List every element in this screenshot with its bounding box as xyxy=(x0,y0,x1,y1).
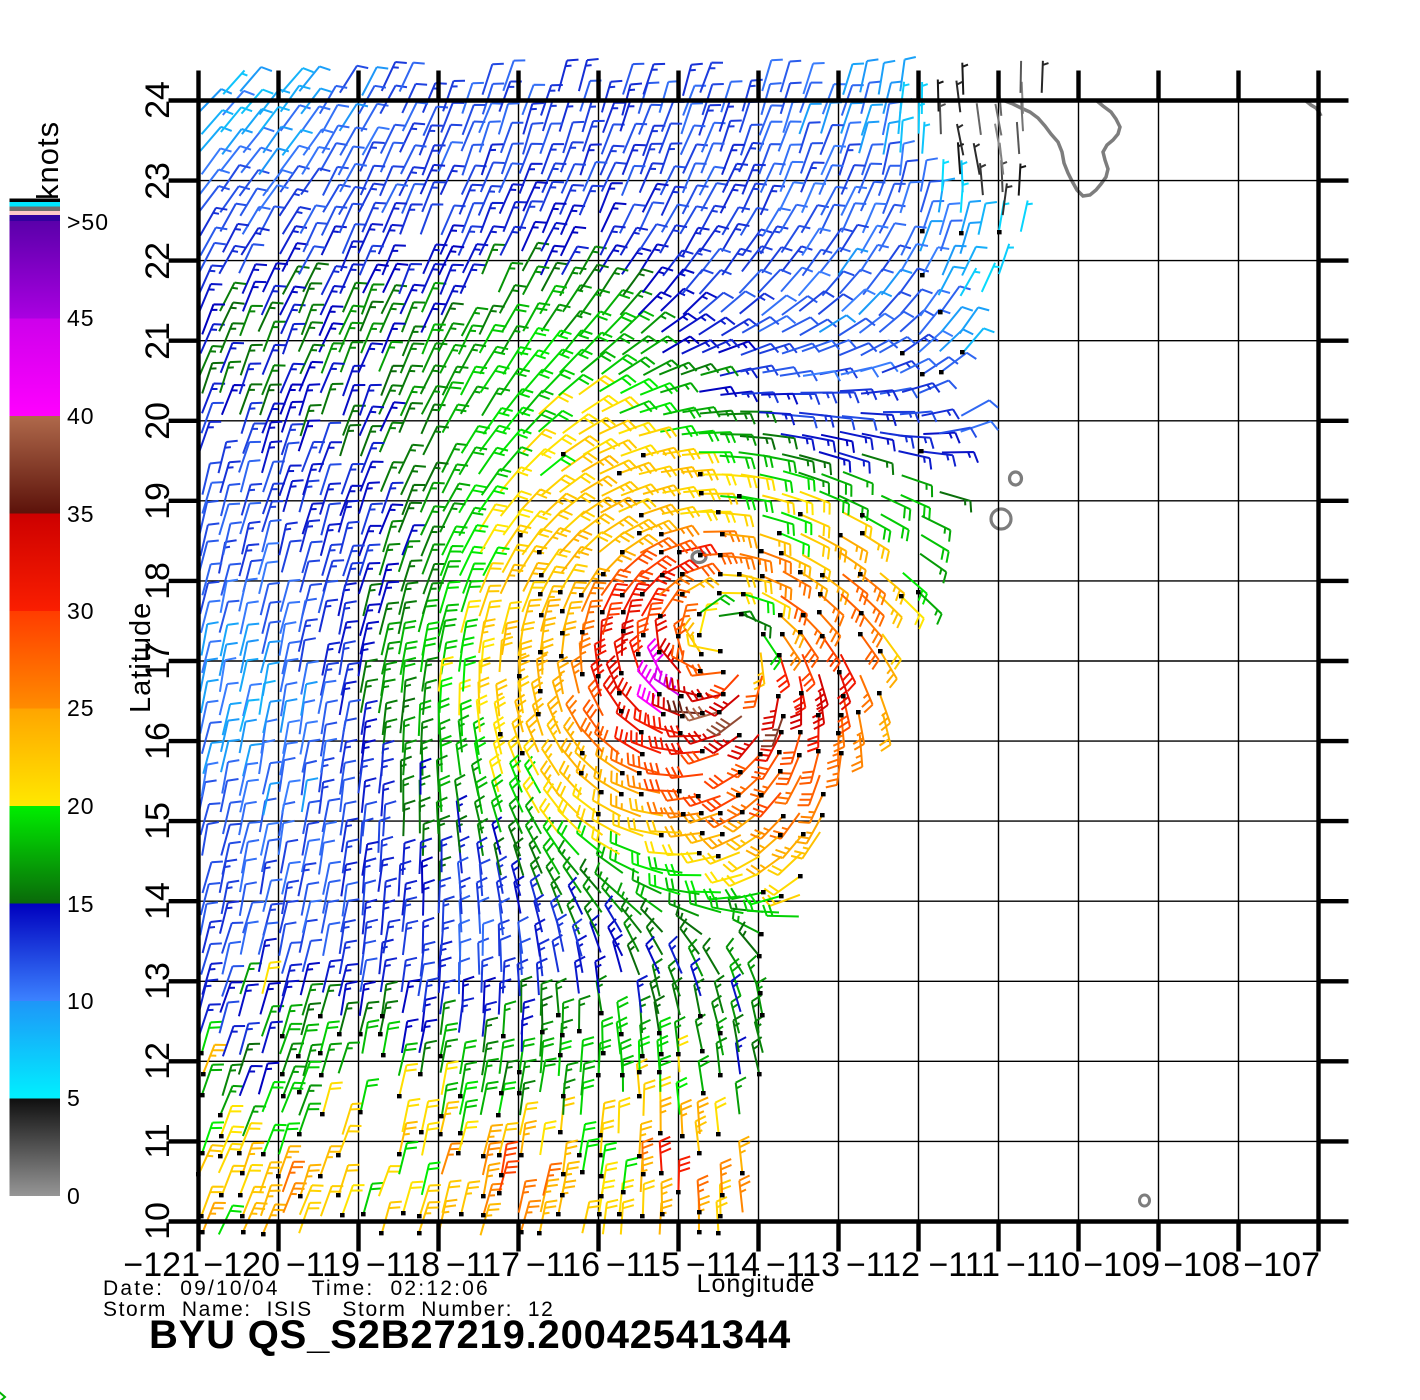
svg-text:20: 20 xyxy=(139,402,177,440)
svg-text:−120: −120 xyxy=(203,1246,280,1284)
svg-text:−114: −114 xyxy=(686,1246,760,1284)
svg-text:−118: −118 xyxy=(366,1246,440,1284)
svg-text:−116: −116 xyxy=(526,1246,600,1284)
svg-text:−111: −111 xyxy=(928,1246,1000,1284)
svg-text:0: 0 xyxy=(67,1183,81,1209)
svg-text:BYU QS_S2B27219.20042541344: BYU QS_S2B27219.20042541344 xyxy=(149,1313,791,1357)
svg-text:−113: −113 xyxy=(766,1246,840,1284)
svg-text:Longitude: Longitude xyxy=(697,1270,816,1298)
svg-text:12: 12 xyxy=(139,1042,177,1080)
svg-text:45: 45 xyxy=(67,305,95,331)
svg-text:15: 15 xyxy=(67,891,95,917)
svg-text:30: 30 xyxy=(67,598,95,624)
svg-text:23: 23 xyxy=(139,162,177,200)
svg-text:13: 13 xyxy=(139,962,177,1000)
svg-text:10: 10 xyxy=(139,1202,177,1240)
svg-text:24: 24 xyxy=(139,81,177,119)
svg-text:16: 16 xyxy=(139,722,177,760)
svg-text:35: 35 xyxy=(67,501,95,527)
svg-text:−107: −107 xyxy=(1243,1246,1320,1284)
svg-text:−117: −117 xyxy=(446,1246,520,1284)
svg-text:11: 11 xyxy=(139,1123,177,1158)
svg-text:22: 22 xyxy=(139,242,177,280)
svg-text:19: 19 xyxy=(139,482,177,520)
svg-text:−119: −119 xyxy=(286,1246,360,1284)
svg-text:Storm Name: ISIS Storm N: Storm Name: ISIS Storm Number: 12 xyxy=(103,1298,554,1321)
svg-text:−115: −115 xyxy=(606,1246,680,1284)
svg-text:18: 18 xyxy=(139,562,177,600)
svg-text:−108: −108 xyxy=(1163,1246,1240,1284)
svg-text:17: 17 xyxy=(139,642,177,680)
svg-text:−109: −109 xyxy=(1083,1246,1160,1284)
svg-text:>50: >50 xyxy=(67,209,109,235)
svg-text:Latitude: Latitude xyxy=(125,602,157,713)
svg-text:knots: knots xyxy=(30,121,65,200)
svg-text:10: 10 xyxy=(67,988,95,1014)
svg-text:20: 20 xyxy=(67,793,95,819)
svg-text:21: 21 xyxy=(139,322,177,360)
svg-text:−112: −112 xyxy=(846,1246,920,1284)
svg-text:−121: −121 xyxy=(123,1246,200,1284)
svg-text:15: 15 xyxy=(139,802,177,840)
svg-text:25: 25 xyxy=(67,695,95,721)
svg-text:5: 5 xyxy=(67,1085,81,1111)
svg-text:14: 14 xyxy=(139,882,177,920)
svg-text:−110: −110 xyxy=(1006,1246,1080,1284)
svg-text:40: 40 xyxy=(67,403,95,429)
svg-text:Date: 09/10/04 Time: 02:1: Date: 09/10/04 Time: 02:12:06 xyxy=(103,1277,490,1300)
